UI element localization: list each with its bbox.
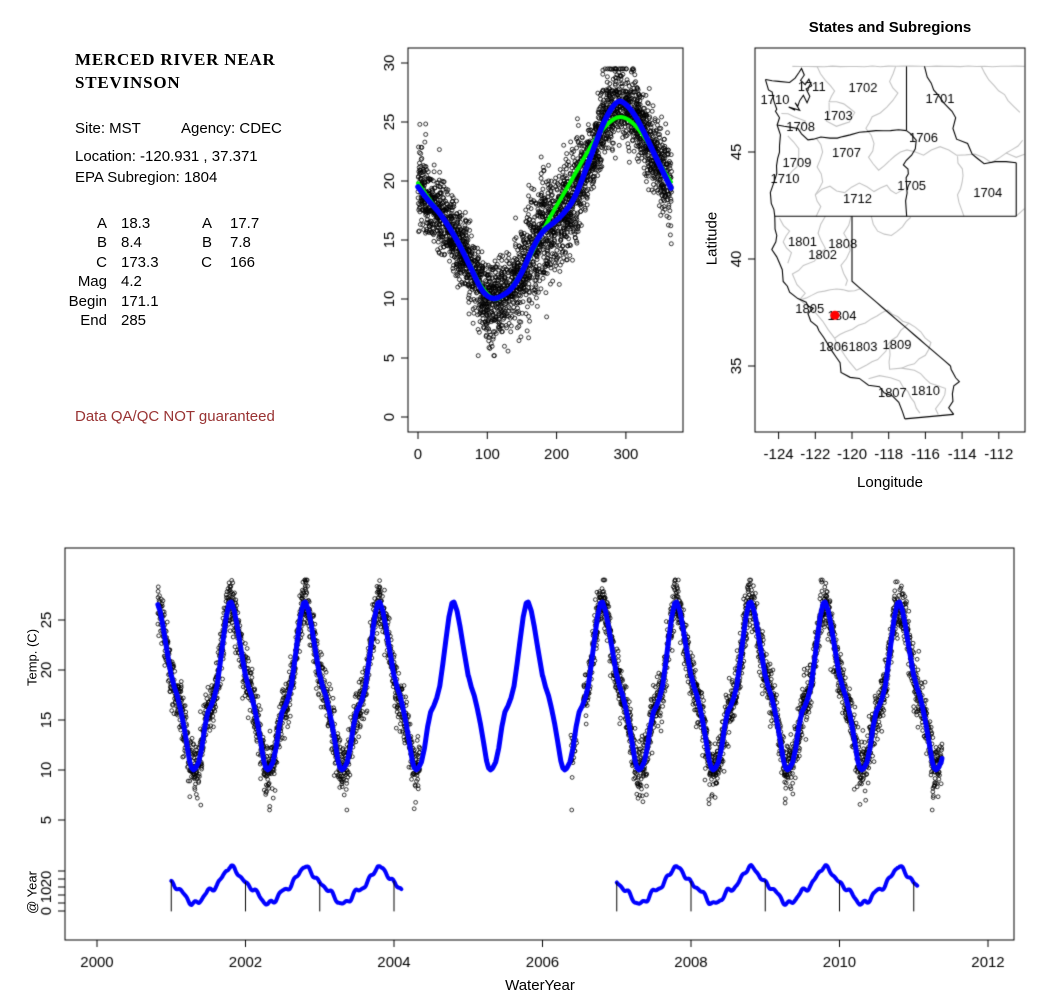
param-row: C 166: [184, 253, 259, 272]
param-label: B: [201, 234, 212, 252]
param-label: C: [201, 253, 212, 271]
param-label: C: [96, 253, 107, 271]
param-label: Mag: [77, 273, 107, 291]
param-value: 285: [121, 312, 147, 330]
param-value: 166: [230, 253, 256, 271]
param-row: B 7.8: [184, 233, 259, 252]
parameter-table-col2: A 17.7 B 7.8 C 166: [184, 214, 259, 272]
temp-axis-label: Temp. (C): [24, 628, 40, 687]
info-panel: MERCED RIVER NEAR STEVINSON: [75, 48, 375, 94]
seasonal-plot-canvas: [370, 30, 700, 470]
param-value: 17.7: [230, 215, 260, 232]
param-row: B 8.4: [59, 233, 159, 252]
param-row: Mag 4.2: [59, 272, 159, 291]
param-value: 8.4: [121, 234, 142, 252]
param-value: 18.3: [121, 215, 151, 232]
location-line: Location: -120.931 , 37.371: [75, 148, 258, 165]
wateryear-axis-label: WaterYear: [505, 977, 575, 994]
param-label: Begin: [68, 292, 107, 310]
param-value: 173.3: [121, 253, 159, 271]
param-value: 171.1: [121, 292, 159, 310]
longitude-axis-label: Longitude: [857, 474, 923, 491]
param-row: A 17.7: [184, 214, 259, 233]
qa-warning: Data QA/QC NOT guaranteed: [75, 408, 275, 425]
param-row: A 18.3: [59, 214, 159, 233]
param-label: End: [80, 312, 107, 330]
param-row: End 285: [59, 311, 159, 330]
station-title-line2: STEVINSON: [75, 73, 181, 92]
param-label: A: [201, 215, 212, 232]
timeseries-canvas: [20, 540, 1038, 980]
param-label: A: [96, 215, 107, 232]
param-label: B: [96, 234, 107, 252]
agency-label: Agency: CDEC: [181, 120, 282, 137]
year-axis-label: @ Year: [24, 871, 40, 914]
param-value: 7.8: [230, 234, 251, 252]
epa-subregion-line: EPA Subregion: 1804: [75, 169, 218, 186]
param-row: C 173.3: [59, 253, 159, 272]
parameter-table-col1: A 18.3 B 8.4 C 173.3 Mag 4.2 Begin 171.1 End 2…: [59, 214, 159, 330]
station-title-line1: MERCED RIVER NEAR: [75, 50, 276, 69]
param-row: Begin 171.1: [59, 292, 159, 311]
param-value: 4.2: [121, 273, 142, 291]
latitude-axis-label: Latitude: [703, 211, 721, 266]
site-label: Site: MST: [75, 120, 141, 137]
map-canvas: [712, 20, 1038, 470]
